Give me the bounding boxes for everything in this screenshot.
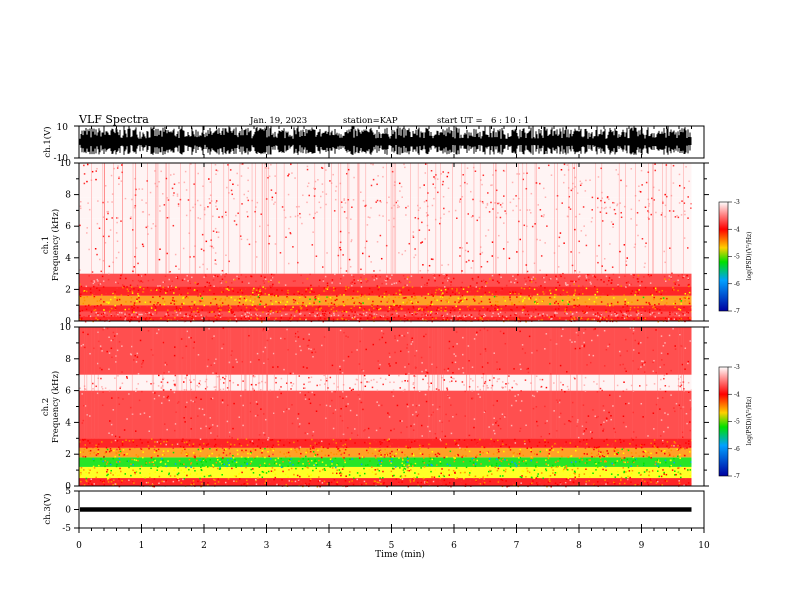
spec2-band xyxy=(79,374,692,391)
time-tick-label: 6 xyxy=(451,541,457,551)
colorbar-tick-label: -6 xyxy=(734,281,740,288)
time-tick-label: 0 xyxy=(76,541,82,551)
spec2-yt-label: 0 xyxy=(65,482,71,492)
spec2-band xyxy=(79,466,692,479)
spec1-yt-label: 0 xyxy=(65,317,71,327)
colorbar-tick-label: -4 xyxy=(734,226,740,233)
ch1-wave-ticks xyxy=(74,125,79,159)
time-tick-label: 4 xyxy=(326,541,332,551)
ch2-spectrogram-image xyxy=(79,327,704,488)
ch1-wave-ylabel: ch.1(V) xyxy=(42,126,53,157)
spec1-yt-label: 2 xyxy=(65,285,71,295)
figure-title: VLF Spectra xyxy=(78,113,149,126)
ch3-wave-ylabel: ch.3(V) xyxy=(42,493,53,524)
spec1-band xyxy=(79,286,692,296)
time-tick-label: 2 xyxy=(201,541,207,551)
time-tick-label: 8 xyxy=(576,541,582,551)
time-tick-label: 5 xyxy=(389,541,395,551)
ch1-ytick-bottom: -10 xyxy=(54,154,69,164)
spec1-band xyxy=(79,218,692,274)
spec1-yt-label: 6 xyxy=(65,222,71,232)
colorbar-tick-label: -3 xyxy=(734,364,740,371)
time-tick-label: 1 xyxy=(139,541,145,551)
colorbar-tick-label: -7 xyxy=(734,308,740,315)
ch1-colorbar-scale xyxy=(718,201,729,312)
ch1-colorbar-label: log(PSD)(V²/Hz) xyxy=(746,232,753,281)
spec1-band xyxy=(79,316,692,321)
colorbar-tick-label: -4 xyxy=(734,391,740,398)
ch3-ytick-label: -5 xyxy=(62,524,71,534)
ch1-spectrogram-panel: 0 2 4 6 8 10 ch.1 Frequency (kHz) xyxy=(41,159,709,327)
colorbar-tick-label: -6 xyxy=(734,446,740,453)
ch1-spec-ylabel: Frequency (kHz) xyxy=(50,209,61,281)
colorbar-tick-label: -5 xyxy=(734,419,740,426)
ch2-colorbar-label: log(PSD)(V²/Hz) xyxy=(746,397,753,446)
ch2-spec-ylabel: Frequency (kHz) xyxy=(50,371,61,443)
spec2-yt-label: 6 xyxy=(65,387,71,397)
ch1-spec-ylabel-top: ch.1 xyxy=(41,236,51,254)
ch2-colorbar: -3 -4 -5 -6 -7 log(PSD)(V²/Hz) xyxy=(718,364,753,480)
header-start-label: start UT = xyxy=(437,116,483,126)
spec1-yt-label: 10 xyxy=(60,159,72,169)
spec2-yt-label: 2 xyxy=(65,450,71,460)
spec2-band xyxy=(79,327,692,375)
time-axis-label: Time (min) xyxy=(375,549,425,560)
ch1-ytick-top: 10 xyxy=(57,123,69,133)
spec1-yt-label: 4 xyxy=(65,254,71,264)
ch3-waveform-trace xyxy=(80,507,692,512)
ch3-ytick-label: 0 xyxy=(65,506,71,516)
spec2-band xyxy=(79,478,692,486)
ch2-spectrogram-panel: 0 2 4 6 8 10 ch.2 Frequency (kHz) xyxy=(41,323,709,492)
ch3-ytick-label: 5 xyxy=(65,487,71,497)
spec2-yt-label: 10 xyxy=(60,323,72,333)
spec1-band xyxy=(79,311,692,317)
colorbar-tick-label: -5 xyxy=(734,254,740,261)
spec2-band xyxy=(79,447,692,458)
spec2-band xyxy=(79,457,692,467)
header-date: Jan. 19, 2023 xyxy=(249,116,307,126)
spec1-band xyxy=(79,295,692,306)
colorbar-tick-label: -3 xyxy=(734,199,740,206)
ch1-spec-yticks: 0 2 4 6 8 10 xyxy=(60,159,709,327)
ch1-waveform-trace xyxy=(79,126,692,155)
header-start-time: 6 : 10 : 1 xyxy=(491,116,529,126)
time-tick-label: 3 xyxy=(264,541,270,551)
header-station: station=KAP xyxy=(343,116,398,126)
time-axis: 0 1 2 3 4 5 6 7 8 9 10 xyxy=(76,126,710,551)
ch1-colorbar: -3 -4 -5 -6 -7 log(PSD)(V²/Hz) xyxy=(718,199,753,315)
spec2-band xyxy=(79,438,692,448)
spec2-band xyxy=(79,390,692,439)
colorbar-tick-label: -7 xyxy=(734,473,740,480)
spec1-yt-label: 8 xyxy=(65,191,71,201)
ch2-spec-yticks: 0 2 4 6 8 10 xyxy=(60,323,709,492)
ch1-spectrogram-image xyxy=(79,163,704,323)
spec1-band xyxy=(79,163,692,198)
time-tick-label: 10 xyxy=(698,541,710,551)
ch1-waveform-panel: 10 -10 ch.1(V) xyxy=(42,123,705,164)
spec1-band xyxy=(79,197,692,219)
time-tick-label: 9 xyxy=(639,541,645,551)
time-tick-label: 7 xyxy=(514,541,520,551)
ch2-spec-ylabel-top: ch.2 xyxy=(41,398,51,416)
spec1-band xyxy=(79,305,692,312)
spec2-yt-label: 4 xyxy=(65,418,71,428)
ch2-colorbar-scale xyxy=(718,366,729,477)
spec2-yt-label: 8 xyxy=(65,355,71,365)
